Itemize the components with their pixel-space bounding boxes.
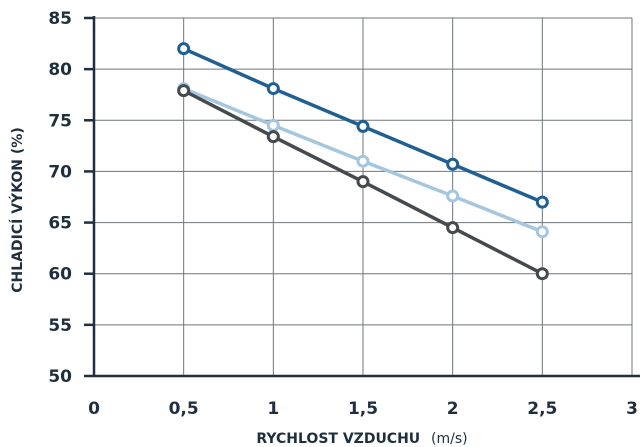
series-1 xyxy=(177,42,549,209)
y-tick-label: 50 xyxy=(48,367,72,387)
data-point xyxy=(446,221,460,235)
data-point xyxy=(446,157,460,171)
data-point xyxy=(446,189,460,203)
data-point xyxy=(535,225,549,239)
data-point xyxy=(177,42,191,56)
axes xyxy=(84,16,640,378)
y-tick-label: 55 xyxy=(48,316,72,336)
data-point xyxy=(266,118,280,132)
x-tick-label: 0 xyxy=(88,399,100,419)
series-lines xyxy=(177,42,549,281)
y-tick-label: 70 xyxy=(48,162,72,182)
data-point xyxy=(266,130,280,144)
data-point xyxy=(535,267,549,281)
x-tick-label: 2,5 xyxy=(527,399,557,419)
data-point xyxy=(356,175,370,189)
series-3 xyxy=(177,84,549,281)
x-tick-label: 0,5 xyxy=(169,399,199,419)
y-tick-label: 65 xyxy=(48,214,72,234)
x-tick-label: 1,5 xyxy=(348,399,378,419)
x-tick-label: 3 xyxy=(626,399,638,419)
x-tick-label: 1 xyxy=(267,399,279,419)
y-axis-title: CHLADICÍ VÝKON (%) xyxy=(8,127,26,292)
data-point xyxy=(266,82,280,96)
x-axis-unit: (m/s) xyxy=(431,431,468,447)
y-tick-label: 75 xyxy=(48,111,72,131)
y-tick-label: 80 xyxy=(48,60,72,80)
data-point xyxy=(177,84,191,98)
x-axis-title: RYCHLOST VZDUCHU (m/s) xyxy=(256,431,467,447)
x-tick-label: 2 xyxy=(447,399,459,419)
x-axis-title-text: RYCHLOST VZDUCHU xyxy=(256,431,420,447)
tick-labels: 0 0,5 1 1,5 2 2,5 3 50 55 60 65 70 75 80 85 xyxy=(48,9,638,419)
y-tick-label: 85 xyxy=(48,9,72,29)
data-point xyxy=(356,119,370,133)
grid-lines xyxy=(94,17,633,376)
y-tick-label: 60 xyxy=(48,265,72,285)
data-point xyxy=(356,154,370,168)
data-point xyxy=(535,195,549,209)
